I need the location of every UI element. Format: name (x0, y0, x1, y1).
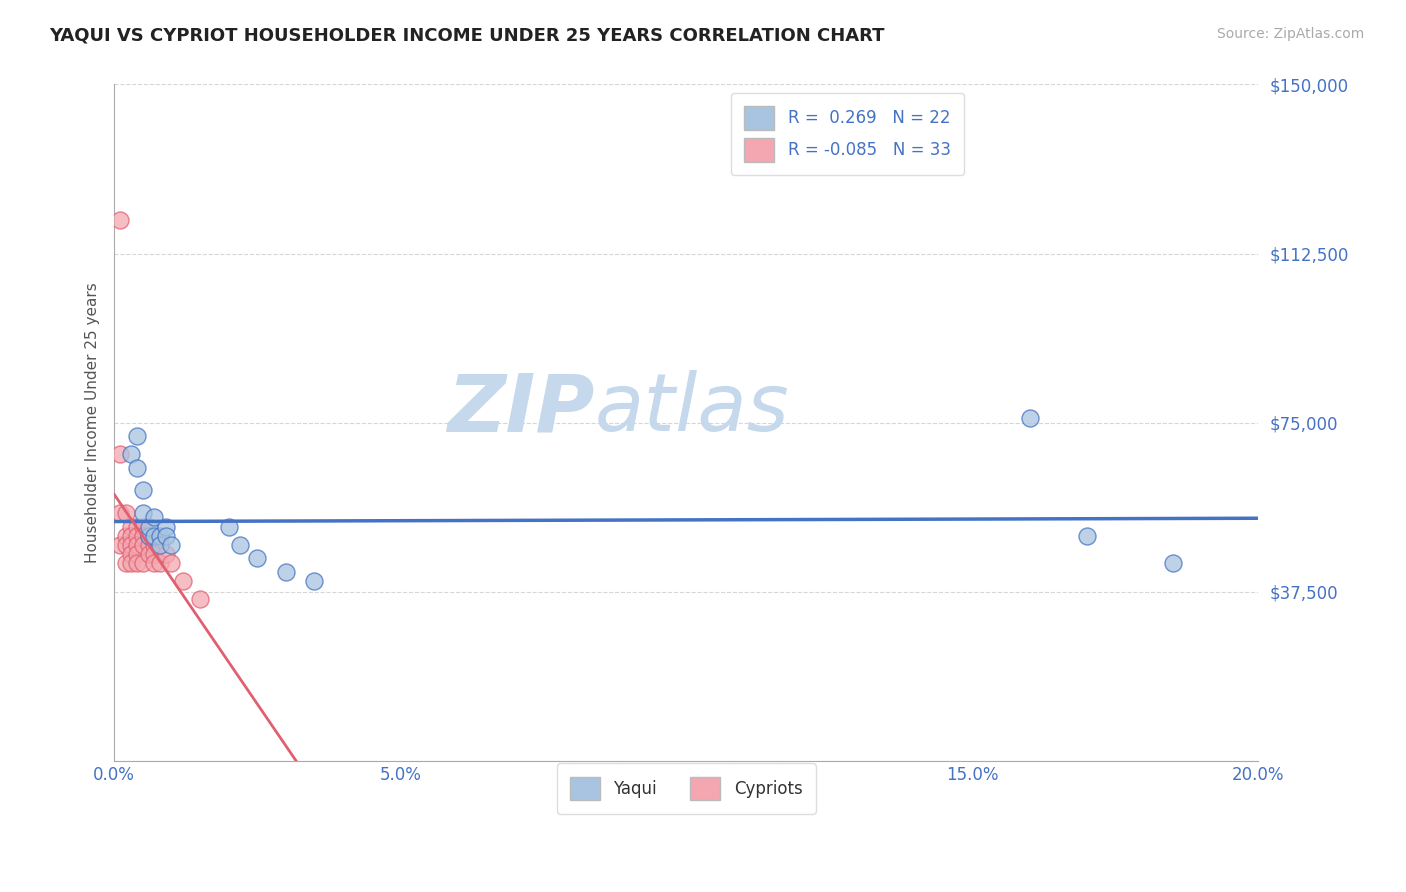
Point (172, 574, 194, 588)
Point (108, 212, 131, 227)
Point (125, 556, 148, 570)
Point (160, 537, 183, 551)
Point (155, 528, 177, 542)
Point (188, 591, 211, 606)
Point (125, 547, 148, 561)
Point (138, 528, 160, 542)
Point (138, 519, 160, 533)
Point (138, 528, 160, 542)
Point (132, 528, 155, 542)
Text: atlas: atlas (595, 370, 790, 448)
Point (108, 506, 131, 520)
Point (1161, 556, 1184, 570)
Point (132, 537, 155, 551)
Point (125, 537, 148, 551)
Point (218, 519, 240, 533)
Point (274, 565, 297, 579)
Point (304, 574, 326, 588)
Point (120, 528, 142, 542)
Point (143, 510, 166, 524)
Point (143, 556, 166, 570)
Point (132, 483, 155, 498)
Point (108, 447, 131, 461)
Point (120, 519, 142, 533)
Text: Source: ZipAtlas.com: Source: ZipAtlas.com (1216, 27, 1364, 41)
Text: YAQUI VS CYPRIOT HOUSEHOLDER INCOME UNDER 25 YEARS CORRELATION CHART: YAQUI VS CYPRIOT HOUSEHOLDER INCOME UNDE… (49, 27, 884, 45)
Point (138, 537, 160, 551)
Point (120, 556, 142, 570)
Point (114, 556, 136, 570)
Point (149, 537, 172, 551)
Point (108, 537, 131, 551)
Point (125, 519, 148, 533)
Point (229, 537, 252, 551)
Point (114, 528, 136, 542)
Point (246, 551, 269, 566)
Point (132, 506, 155, 520)
Y-axis label: Householder Income Under 25 years: Householder Income Under 25 years (86, 283, 100, 563)
Point (120, 447, 142, 461)
Point (143, 528, 166, 542)
Point (114, 537, 136, 551)
Point (155, 547, 177, 561)
Point (155, 519, 177, 533)
Point (138, 547, 160, 561)
Point (132, 519, 155, 533)
Point (160, 556, 183, 570)
Point (120, 547, 142, 561)
Legend: Yaqui, Cypriots: Yaqui, Cypriots (557, 764, 815, 814)
Point (1018, 411, 1040, 425)
Point (1076, 528, 1098, 542)
Point (149, 556, 172, 570)
Point (125, 461, 148, 475)
Point (120, 537, 142, 551)
Point (132, 556, 155, 570)
Point (143, 537, 166, 551)
Point (125, 528, 148, 542)
Point (114, 506, 136, 520)
Point (125, 429, 148, 443)
Text: ZIP: ZIP (447, 370, 595, 448)
Point (143, 547, 166, 561)
Point (149, 528, 172, 542)
